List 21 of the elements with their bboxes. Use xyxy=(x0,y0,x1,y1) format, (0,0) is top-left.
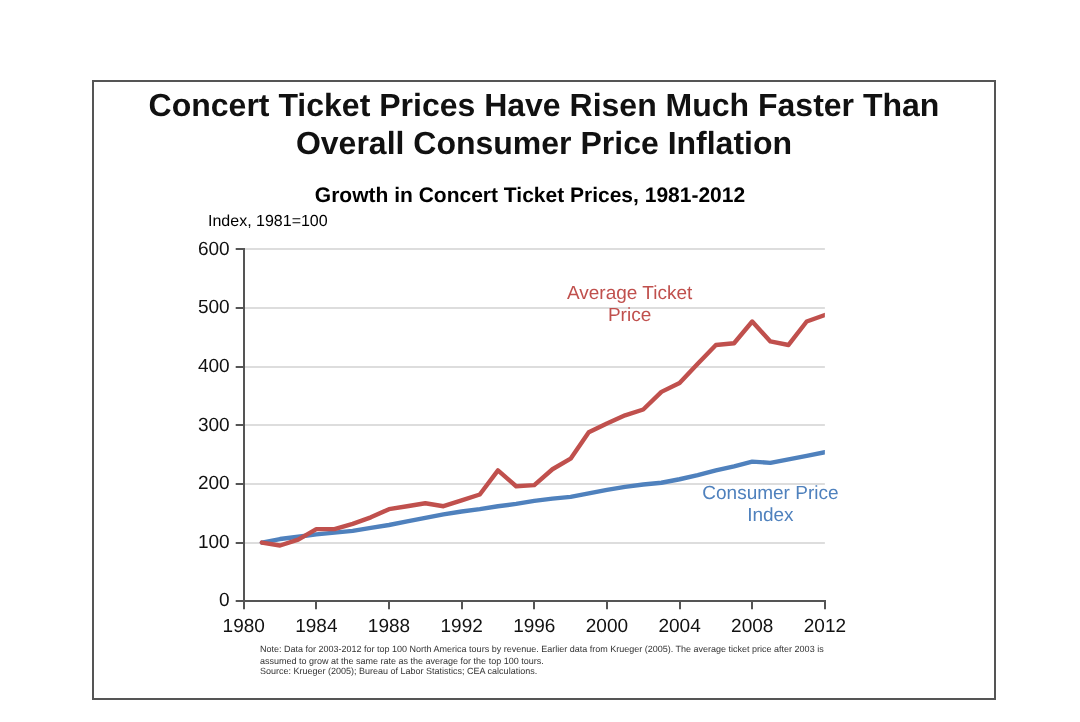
y-axis-title: Index, 1981=100 xyxy=(208,212,328,230)
x-tick-label: 1980 xyxy=(222,615,265,638)
x-tick-label: 2012 xyxy=(803,615,847,638)
x-tick-label: 1996 xyxy=(513,615,556,638)
y-tick-label: 200 xyxy=(197,473,230,496)
y-tick-label: 600 xyxy=(197,238,230,261)
y-tick-label: 100 xyxy=(197,531,230,554)
series-label: Average Ticket Price xyxy=(566,283,693,328)
x-tick-label: 1992 xyxy=(440,615,483,638)
y-tick-label: 400 xyxy=(197,355,230,378)
series-label: Consumer Price Index xyxy=(702,482,839,527)
chart-title: Concert Ticket Prices Have Risen Much Faster Than Overall Consumer Price Inflation xyxy=(146,88,942,164)
chart-subtitle: Growth in Concert Ticket Prices, 1981-2012 xyxy=(312,184,748,208)
x-tick-label: 1988 xyxy=(367,615,411,638)
x-tick-label: 2000 xyxy=(585,615,629,638)
y-tick-label: 300 xyxy=(197,414,230,437)
y-tick-label: 500 xyxy=(197,297,230,320)
x-tick-label: 2008 xyxy=(731,615,774,638)
y-tick-label: 0 xyxy=(219,590,230,613)
x-tick-label: 1984 xyxy=(295,615,338,638)
x-tick-label: 2004 xyxy=(658,615,701,638)
